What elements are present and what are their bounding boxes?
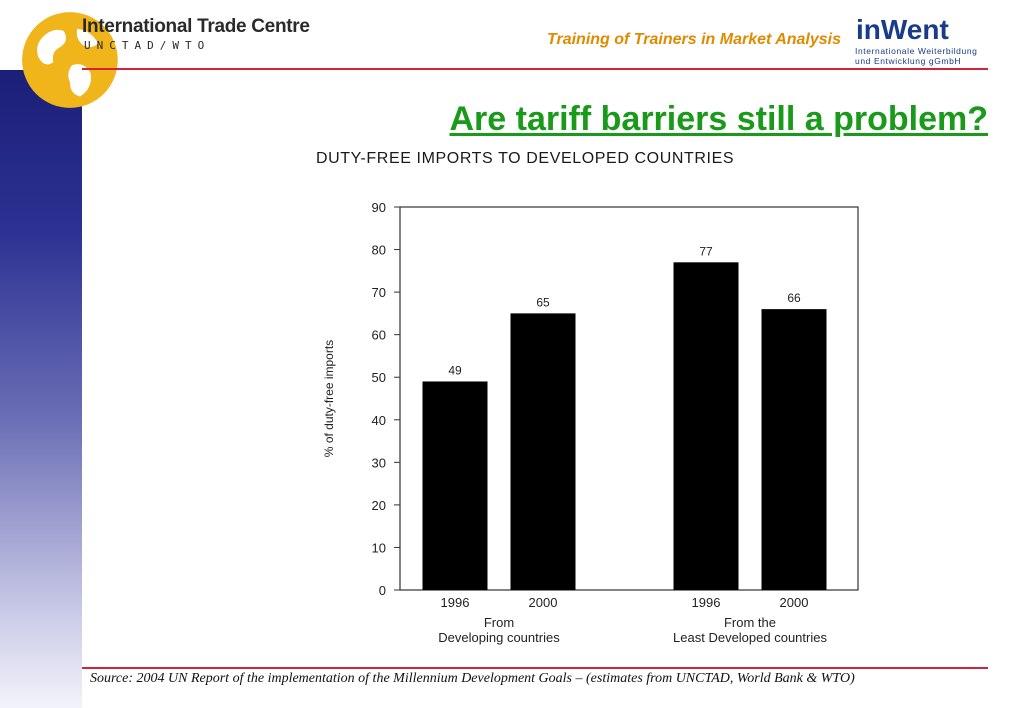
inwent-sub-line2: und Entwicklung gGmbH xyxy=(855,56,962,66)
group-label-line2: Developing countries xyxy=(438,630,560,645)
inwent-logo-icon: inWent xyxy=(856,14,949,45)
y-tick-label: 50 xyxy=(372,370,386,385)
y-tick-label: 20 xyxy=(372,498,386,513)
bottom-divider xyxy=(82,667,988,669)
x-tick-label: 1996 xyxy=(441,595,470,610)
y-tick-label: 40 xyxy=(372,413,386,428)
y-tick-label: 0 xyxy=(379,583,386,598)
group-label-line1: From the xyxy=(724,615,776,630)
y-tick-label: 70 xyxy=(372,285,386,300)
globe-logo-icon xyxy=(22,12,118,108)
plot-frame xyxy=(399,206,859,591)
group-label-line1: From xyxy=(484,615,514,630)
x-tick-label: 2000 xyxy=(780,595,809,610)
x-tick-label: 1996 xyxy=(692,595,721,610)
x-tick-label: 2000 xyxy=(529,595,558,610)
top-divider xyxy=(82,68,988,70)
y-tick-label: 10 xyxy=(372,540,386,555)
source-note: Source: 2004 UN Report of the implementa… xyxy=(90,671,855,686)
training-title: Training of Trainers in Market Analysis xyxy=(546,31,841,48)
bar-chart: 0 10 20 30 40 50 60 70 80 90 % of duty-free import… xyxy=(322,200,859,645)
slide-title: Are tariff barriers still a problem? xyxy=(449,100,989,138)
chart-title: Duty-free imports to developed countries xyxy=(316,150,735,167)
group-label-line2: Least Developed countries xyxy=(673,630,827,645)
y-tick-label: 80 xyxy=(372,243,386,258)
org-name: International Trade Centre xyxy=(82,16,310,37)
y-tick-label: 60 xyxy=(372,328,386,343)
bar xyxy=(510,313,576,590)
inwent-sub-line1: Internationale Weiterbildung xyxy=(855,46,978,56)
inwent-subtitle: Internationale Weiterbildung und Entwick… xyxy=(855,46,978,66)
org-subtitle: UNCTAD/WTO xyxy=(84,39,211,52)
bar xyxy=(761,309,827,590)
bar-value-label: 77 xyxy=(699,244,713,258)
y-tick-label: 90 xyxy=(372,200,386,215)
bar xyxy=(673,262,739,590)
bar-value-label: 65 xyxy=(536,295,550,309)
y-tick-label: 30 xyxy=(372,455,386,470)
sidebar-band xyxy=(0,70,82,708)
bar-value-label: 49 xyxy=(448,363,462,377)
bar xyxy=(422,381,488,590)
y-axis-label: % of duty-free imports xyxy=(322,340,336,457)
bar-value-label: 66 xyxy=(787,291,801,305)
inwent-brand: inWent xyxy=(856,14,949,45)
